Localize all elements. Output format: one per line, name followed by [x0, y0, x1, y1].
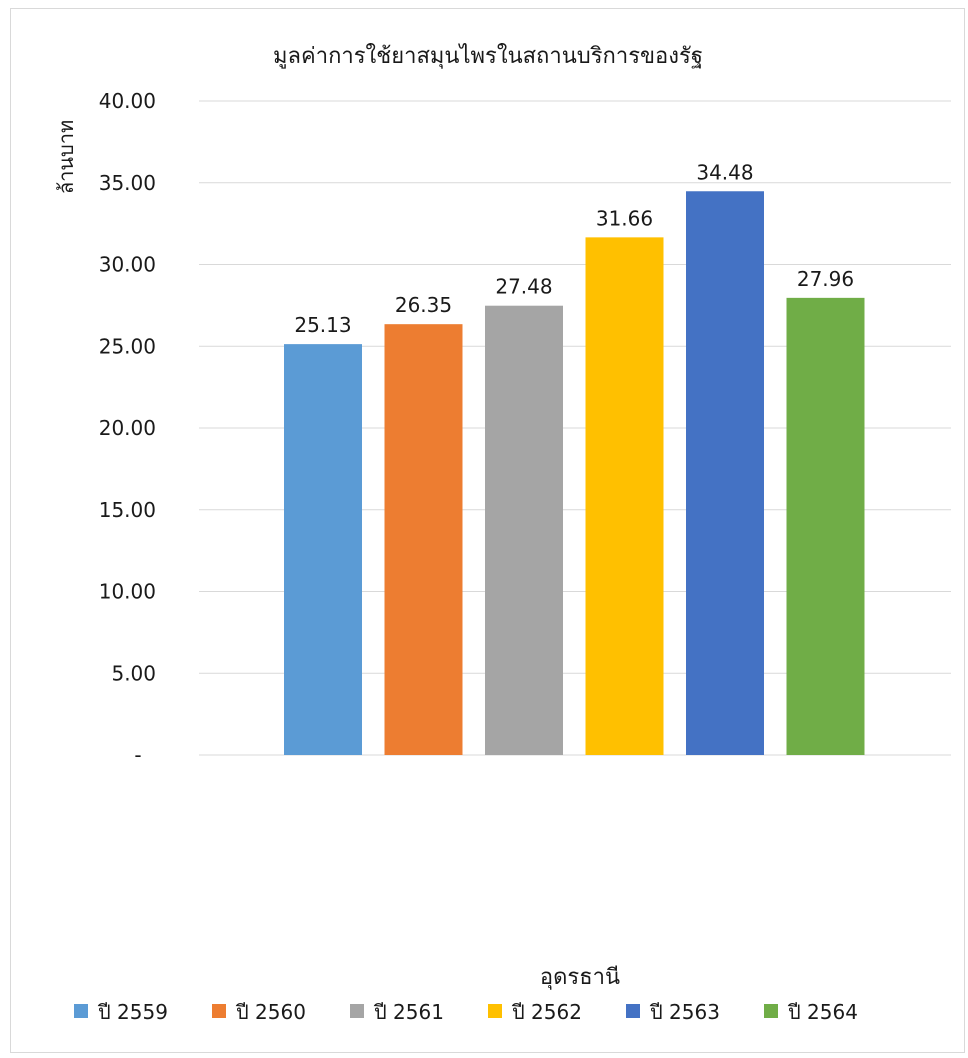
bar-value-label: 31.66: [596, 206, 653, 230]
y-tick-label: 25.00: [99, 334, 156, 358]
y-tick-label: 40.00: [99, 89, 156, 113]
legend-swatch: [212, 1004, 226, 1018]
legend-label: ปี 2560: [236, 1000, 306, 1024]
x-axis-category-label: อุดรธานี: [540, 965, 620, 990]
legend: ปี 2559 ปี 2560 ปี 2561 ปี 2562 ปี 2563 ปี 25…: [74, 1000, 858, 1024]
bar-1: [284, 344, 362, 755]
legend-swatch: [488, 1004, 502, 1018]
bar-5: [686, 191, 764, 755]
legend-label: ปี 2563: [650, 1000, 720, 1024]
bar-value-label: 25.13: [294, 313, 351, 337]
bar-4: [585, 237, 664, 755]
bars: [284, 191, 865, 755]
bar-chart: มูลค่าการใช้ยาสมุนไพรในสถานบริการของรัฐ …: [54, 43, 951, 1024]
legend-label: ปี 2559: [98, 1000, 168, 1024]
bar-3: [485, 305, 563, 755]
y-tick-label: 30.00: [99, 253, 156, 277]
legend-label: ปี 2564: [788, 1000, 858, 1024]
y-tick-label: 10.00: [99, 580, 156, 604]
bar-2: [384, 324, 463, 755]
data-labels: 25.13 26.35 27.48 31.66 34.48 27.96: [294, 160, 854, 337]
legend-swatch: [74, 1004, 88, 1018]
bar-value-label: 26.35: [395, 293, 452, 317]
bar-value-label: 34.48: [696, 160, 753, 184]
legend-label: ปี 2561: [374, 1000, 444, 1024]
y-tick-label: 15.00: [99, 498, 156, 522]
y-tick-label: 20.00: [99, 416, 156, 440]
y-tick-label: -: [134, 743, 141, 767]
bar-6: [786, 297, 865, 755]
y-tick-label: 35.00: [99, 171, 156, 195]
chart-title: มูลค่าการใช้ยาสมุนไพรในสถานบริการของรัฐ: [273, 43, 703, 69]
bar-value-label: 27.48: [495, 275, 552, 299]
chart-frame: มูลค่าการใช้ยาสมุนไพรในสถานบริการของรัฐ …: [10, 8, 965, 1053]
bar-value-label: 27.96: [797, 267, 854, 291]
legend-label: ปี 2562: [512, 1000, 582, 1024]
y-axis-label: ล้านบาท: [54, 120, 78, 194]
legend-swatch: [764, 1004, 778, 1018]
legend-swatch: [350, 1004, 364, 1018]
legend-swatch: [626, 1004, 640, 1018]
y-axis-ticks: - 5.00 10.00 15.00 20.00 25.00 30.00 35.00 40.00: [99, 89, 156, 767]
y-tick-label: 5.00: [111, 661, 156, 685]
